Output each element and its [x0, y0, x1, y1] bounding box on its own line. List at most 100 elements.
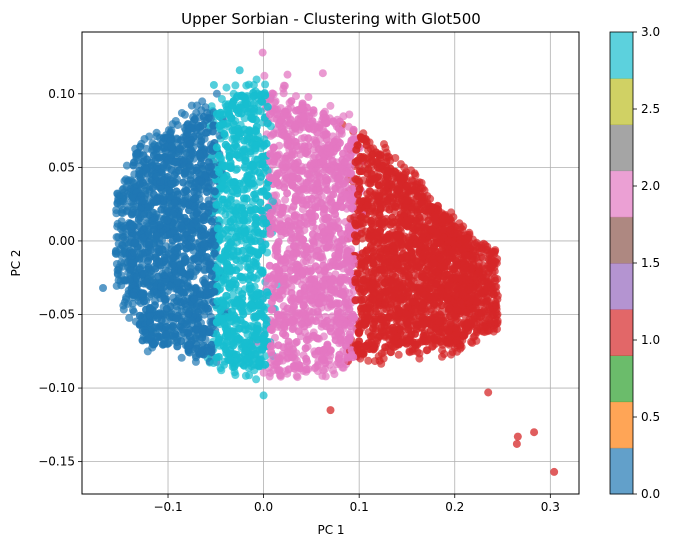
scatter-point [409, 224, 418, 233]
scatter-point [355, 177, 364, 186]
scatter-point [324, 242, 333, 251]
scatter-point [366, 187, 375, 196]
scatter-point [177, 353, 186, 362]
scatter-point [266, 224, 275, 233]
scatter-point [142, 277, 151, 286]
scatter-point [129, 248, 138, 257]
scatter-point [211, 241, 219, 250]
scatter-point [267, 305, 276, 314]
scatter-point [412, 239, 420, 248]
scatter-point [243, 330, 252, 339]
scatter-point [407, 166, 416, 175]
scatter-point [317, 192, 326, 201]
scatter-point [493, 325, 501, 333]
scatter-point [400, 163, 409, 172]
scatter-point [230, 362, 239, 371]
scatter-point [279, 84, 288, 93]
scatter-point [255, 168, 264, 177]
scatter-point [217, 366, 226, 375]
scatter-point [493, 291, 502, 300]
scatter-point [271, 243, 280, 252]
scatter-point [191, 284, 200, 293]
scatter-point [260, 338, 268, 347]
scatter-point [483, 248, 492, 257]
scatter-point [377, 359, 386, 368]
scatter-point [386, 348, 395, 357]
scatter-point [204, 200, 213, 209]
scatter-point [302, 257, 311, 266]
scatter-point [326, 101, 335, 110]
scatter-point [478, 277, 486, 286]
scatter-point [119, 305, 128, 314]
scatter-point [391, 154, 400, 162]
scatter-point [330, 370, 339, 379]
scatter-point [491, 276, 500, 285]
scatter-point [335, 242, 344, 251]
scatter-point [130, 158, 138, 167]
scatter-point [261, 80, 270, 89]
scatter-point [384, 313, 393, 322]
scatter-point [304, 134, 313, 143]
scatter-point [243, 107, 252, 116]
scatter-point [215, 232, 223, 241]
scatter-point [190, 187, 198, 196]
scatter-point [234, 334, 243, 343]
scatter-point [246, 265, 255, 274]
scatter-point [242, 81, 251, 90]
scatter-point [394, 350, 403, 359]
scatter-point [260, 71, 269, 80]
scatter-point [198, 333, 207, 342]
scatter-point [219, 252, 228, 261]
scatter-point [265, 261, 274, 270]
scatter-point [173, 342, 182, 351]
scatter-point [200, 213, 209, 221]
scatter-point [412, 202, 421, 211]
scatter-point [152, 196, 161, 205]
scatter-point [276, 372, 285, 381]
scatter-point [265, 372, 274, 381]
scatter-point [346, 268, 355, 277]
scatter-point [160, 294, 169, 303]
scatter-point [179, 157, 188, 166]
scatter-point [299, 301, 308, 310]
scatter-point [491, 308, 500, 317]
scatter-point [300, 328, 309, 337]
scatter-point [149, 340, 158, 349]
scatter-point [252, 375, 261, 384]
scatter-point [140, 210, 149, 218]
scatter-point [128, 299, 137, 308]
scatter-point [477, 308, 486, 317]
scatter-point [339, 291, 348, 300]
scatter-point [272, 191, 281, 200]
scatter-point [194, 263, 203, 272]
scatter-point [482, 297, 491, 306]
scatter-point [125, 313, 134, 322]
scatter-point [490, 248, 499, 257]
scatter-point [409, 283, 418, 291]
scatter-point [183, 282, 192, 291]
scatter-point [483, 282, 492, 291]
scatter-point [202, 253, 211, 261]
scatter-point [129, 307, 138, 316]
scatter-point [294, 327, 303, 336]
scatter-point [152, 144, 161, 153]
scatter-point [171, 330, 180, 339]
scatter-point [207, 340, 216, 349]
scatter-point [321, 118, 330, 127]
scatter-point [189, 149, 197, 158]
scatter-point [298, 199, 307, 208]
scatter-point [323, 342, 332, 351]
scatter-point [280, 264, 289, 273]
scatter-point [280, 274, 288, 283]
scatter-point [281, 195, 290, 204]
scatter-point [350, 255, 359, 264]
scatter-point [231, 140, 240, 149]
scatter-point [124, 202, 133, 211]
scatter-point [364, 165, 373, 174]
scatter-point [197, 159, 206, 168]
scatter-point [169, 253, 177, 262]
scatter-point [292, 142, 301, 150]
scatter-point [295, 361, 304, 369]
scatter-point [440, 350, 449, 358]
scatter-point [298, 308, 307, 317]
